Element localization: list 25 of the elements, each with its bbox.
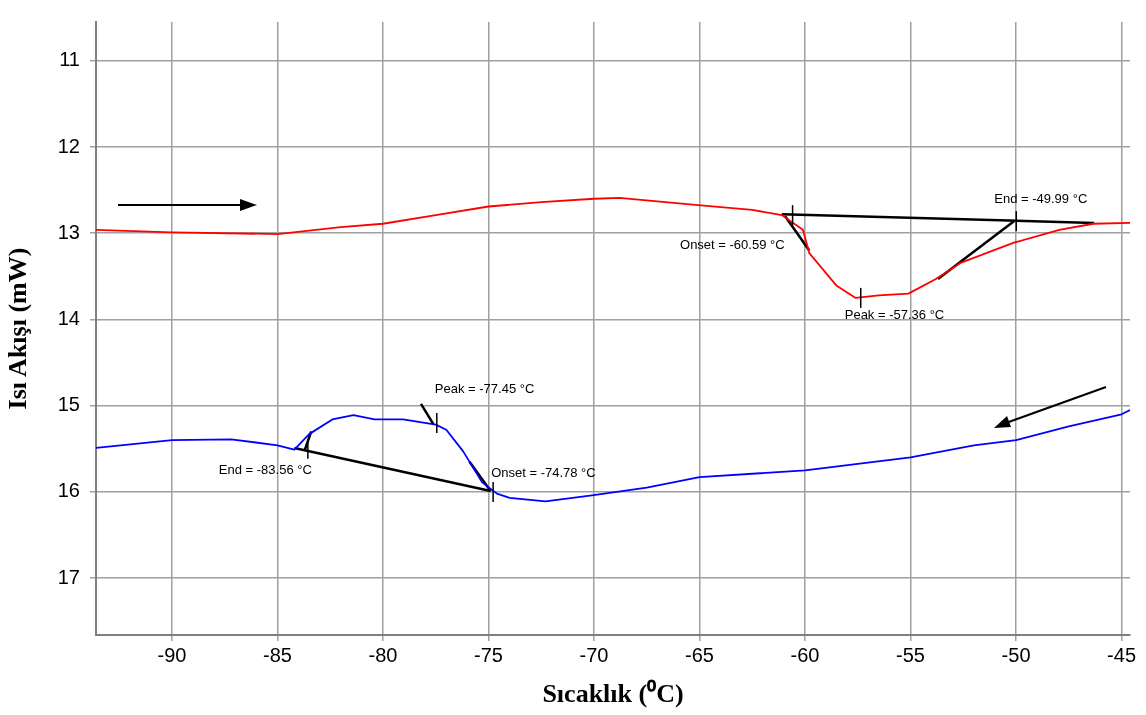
x-tick-label: -85 — [263, 643, 292, 666]
annotation: Peak = -57.36 °C — [844, 307, 945, 323]
x-tick-label: -50 — [1001, 643, 1031, 666]
x-tick-label: -45 — [1107, 643, 1137, 666]
y-tick-label: 17 — [57, 565, 80, 588]
y-tick-label: 11 — [59, 48, 80, 71]
x-tick-label: -80 — [368, 643, 398, 666]
x-tick-label: -65 — [685, 643, 714, 666]
annotation: Onset = -74.78 °C — [491, 465, 596, 481]
annotation: End = -49.99 °C — [994, 190, 1088, 206]
annotation: Onset = -60.59 °C — [680, 236, 785, 252]
annotation: Peak = -77.45 °C — [434, 381, 535, 397]
x-tick-label: -60 — [790, 643, 820, 666]
y-axis-title: Isı Akışı (mW) — [3, 247, 33, 410]
annotation: End = -83.56 °C — [218, 462, 312, 478]
x-tick-label: -70 — [579, 643, 609, 666]
x-axis-title: Sıcaklık (⁰C) — [542, 679, 684, 709]
x-tick-label: -90 — [157, 643, 187, 666]
x-tick-label: -75 — [474, 643, 503, 666]
x-tick-label: -55 — [896, 643, 925, 666]
y-tick-label: 13 — [57, 220, 80, 243]
y-tick-label: 14 — [57, 306, 80, 329]
y-tick-label: 15 — [57, 393, 80, 416]
y-tick-label: 16 — [57, 479, 80, 502]
y-tick-label: 12 — [57, 134, 80, 157]
